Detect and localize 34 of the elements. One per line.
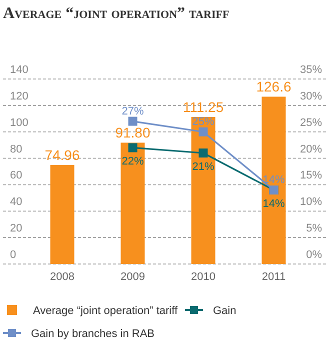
x-tick-label: 2008 [50,271,74,283]
data-label: 91.80 [115,124,150,141]
data-label: 22% [122,156,144,168]
y2-tick-label: 20% [300,143,322,156]
y2-tick-label: 25% [300,116,322,129]
legend-label: Gain [213,305,236,317]
y-tick-label: 140 [10,64,28,76]
y2-tick-label: 15% [300,170,322,182]
y-tick-label: 60 [10,170,22,182]
legend-label: Gain by branches in RAB [31,328,155,340]
data-label: 126.6 [256,78,292,95]
data-label: 111.25 [182,98,224,115]
y2-tick-label: 10% [300,196,322,208]
x-tick-label: 2010 [191,271,216,283]
y-tick-label: 0 [10,249,16,261]
y2-tick-label: 5% [306,222,322,235]
data-label: 25% [192,116,214,128]
y-tick-label: 20 [10,222,22,235]
y-tick-label: 120 [10,90,28,102]
chart-title: Average “joint operation” tariff [3,5,230,22]
y-tick-label: 80 [10,143,22,156]
y-tick-label: 40 [10,196,22,208]
x-tick-label: 2011 [262,271,286,283]
data-label: 14% [262,198,285,210]
y2-tick-label: 0% [306,249,322,261]
data-label: 14% [262,174,285,186]
data-label: 21% [192,161,214,173]
data-label: 74.96 [44,146,80,163]
y-tick-label: 100 [10,116,28,129]
legend-label: Average “joint operation” tariff [33,305,178,317]
data-label: 27% [122,105,144,118]
x-tick-label: 2009 [120,271,145,283]
y2-tick-label: 30% [300,90,322,102]
y2-tick-label: 35% [300,64,322,76]
